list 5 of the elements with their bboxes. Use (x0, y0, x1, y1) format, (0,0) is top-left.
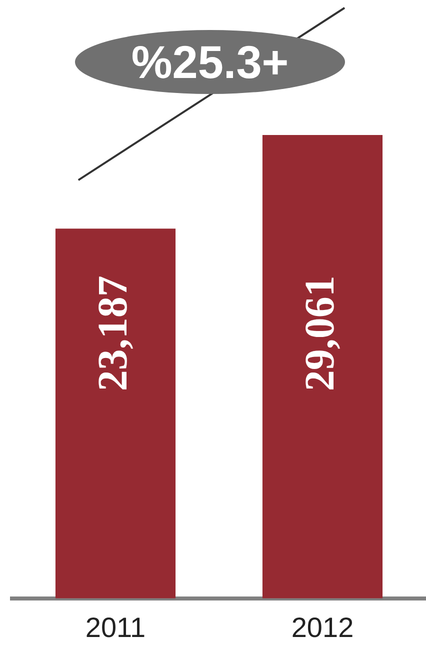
x-tick-label: 2011 (85, 612, 146, 643)
x-tick-label: 2012 (291, 612, 354, 643)
text: %25.3+ (75, 30, 345, 94)
data-label: 29,061 (297, 276, 344, 392)
data-label: 23,187 (90, 276, 136, 392)
